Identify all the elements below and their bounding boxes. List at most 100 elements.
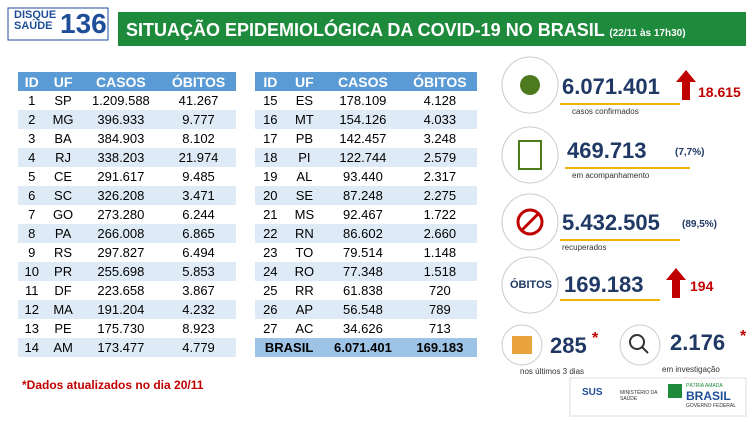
cell: 79.514 bbox=[323, 243, 403, 262]
cell: SE bbox=[285, 186, 324, 205]
table-row: 27 AC 34.626 713 bbox=[255, 319, 477, 338]
underlines bbox=[560, 103, 690, 301]
brasil-flag bbox=[668, 384, 682, 398]
cell: AP bbox=[285, 300, 324, 319]
cell: 10 bbox=[18, 262, 46, 281]
arrows bbox=[666, 70, 696, 298]
column-header: UF bbox=[45, 72, 81, 91]
investigation-label: em investigação bbox=[662, 365, 720, 374]
total-cell: 6.071.401 bbox=[323, 338, 403, 357]
cell: 26 bbox=[255, 300, 286, 319]
column-header: ID bbox=[18, 72, 46, 91]
table-row: 10 PR 255.698 5.853 bbox=[18, 262, 236, 281]
cell: 3.471 bbox=[161, 186, 236, 205]
logo-footer bbox=[569, 377, 747, 417]
recovered-label: recuperados bbox=[562, 243, 607, 252]
table-row: 24 RO 77.348 1.518 bbox=[255, 262, 477, 281]
table-row: 26 AP 56.548 789 bbox=[255, 300, 477, 319]
footnote: *Dados atualizados no dia 20/11 bbox=[22, 378, 204, 392]
cell: 1.722 bbox=[402, 205, 477, 224]
cell: 92.467 bbox=[323, 205, 403, 224]
total-cell: BRASIL bbox=[255, 338, 324, 357]
deaths-value: 169.183 bbox=[564, 272, 644, 297]
cell: PR bbox=[45, 262, 81, 281]
confirmed-delta: 18.615 bbox=[698, 84, 741, 100]
cell: MA bbox=[45, 300, 81, 319]
confirmed-value: 6.071.401 bbox=[562, 74, 660, 99]
title: SITUAÇÃO EPIDEMIOLÓGICA DA COVID-19 NO B… bbox=[126, 20, 686, 41]
recent-star: * bbox=[592, 330, 599, 347]
search-handle bbox=[641, 346, 649, 354]
table-row: 8 PA 266.008 6.865 bbox=[18, 224, 236, 243]
cell: 5 bbox=[18, 167, 46, 186]
monitoring-label: em acompanhamento bbox=[572, 171, 650, 180]
table-row: 16 MT 154.126 4.033 bbox=[255, 110, 477, 129]
cell: 16 bbox=[255, 110, 286, 129]
deaths-label: ÓBITOS bbox=[510, 279, 552, 291]
cell: 178.109 bbox=[323, 91, 403, 110]
table-row: 1 SP 1.209.588 41.267 bbox=[18, 91, 236, 110]
cell: 6.494 bbox=[161, 243, 236, 262]
table-row: 19 AL 93.440 2.317 bbox=[255, 167, 477, 186]
table-left: ID UF CASOS ÓBITOS 1 SP 1.209.588 41.267 2 MG 396.… bbox=[18, 72, 236, 357]
logo-number: 136 bbox=[60, 8, 107, 39]
cell: MS bbox=[285, 205, 324, 224]
cell: 384.903 bbox=[80, 129, 162, 148]
brasil-text: BRASIL bbox=[686, 389, 731, 403]
cell: PB bbox=[285, 129, 324, 148]
table-right: ID UF CASOS ÓBITOS 15 ES 178.109 4.128 16 MT 154.1… bbox=[255, 72, 477, 357]
search-icon bbox=[629, 334, 645, 350]
cell: PE bbox=[45, 319, 81, 338]
cell: 15 bbox=[255, 91, 286, 110]
cell: 273.280 bbox=[80, 205, 162, 224]
table-row: 6 SC 326.208 3.471 bbox=[18, 186, 236, 205]
title-text: SITUAÇÃO EPIDEMIOLÓGICA DA COVID-19 NO B… bbox=[126, 20, 605, 40]
cell: ES bbox=[285, 91, 324, 110]
cell: 255.698 bbox=[80, 262, 162, 281]
cell: 1.148 bbox=[402, 243, 477, 262]
cell: 338.203 bbox=[80, 148, 162, 167]
cell: 2.579 bbox=[402, 148, 477, 167]
cell: 191.204 bbox=[80, 300, 162, 319]
monitoring-value: 469.713 bbox=[567, 138, 647, 163]
cell: 223.658 bbox=[80, 281, 162, 300]
cell: 2.275 bbox=[402, 186, 477, 205]
virus-icon bbox=[520, 75, 540, 95]
cell: 5.853 bbox=[161, 262, 236, 281]
cell: 87.248 bbox=[323, 186, 403, 205]
cell: AM bbox=[45, 338, 81, 357]
cell: 9.777 bbox=[161, 110, 236, 129]
cell: PA bbox=[45, 224, 81, 243]
cell: 2 bbox=[18, 110, 46, 129]
investigation-star: * bbox=[740, 328, 747, 345]
cell: RR bbox=[285, 281, 324, 300]
cell: 4.033 bbox=[402, 110, 477, 129]
cell: 17 bbox=[255, 129, 286, 148]
investigation-value: 2.176 bbox=[670, 330, 726, 355]
cell: SP bbox=[45, 91, 81, 110]
cell: 175.730 bbox=[80, 319, 162, 338]
cell: 7 bbox=[18, 205, 46, 224]
table-row: 15 ES 178.109 4.128 bbox=[255, 91, 477, 110]
cell: 3.248 bbox=[402, 129, 477, 148]
table-row: 18 PI 122.744 2.579 bbox=[255, 148, 477, 167]
cell: 173.477 bbox=[80, 338, 162, 357]
cell: 297.827 bbox=[80, 243, 162, 262]
header-row: ID UF CASOS ÓBITOS bbox=[255, 72, 477, 91]
cell: 789 bbox=[402, 300, 477, 319]
cell: 19 bbox=[255, 167, 286, 186]
cell: RS bbox=[45, 243, 81, 262]
cell: 291.617 bbox=[80, 167, 162, 186]
cell: CE bbox=[45, 167, 81, 186]
cell: AL bbox=[285, 167, 324, 186]
column-header: ID bbox=[255, 72, 286, 91]
recovered-value: 5.432.505 bbox=[562, 210, 660, 235]
title-bar bbox=[118, 12, 746, 46]
cell: 8 bbox=[18, 224, 46, 243]
cell: AC bbox=[285, 319, 324, 338]
cell: 396.933 bbox=[80, 110, 162, 129]
table-row: 23 TO 79.514 1.148 bbox=[255, 243, 477, 262]
recent-value: 285 bbox=[550, 333, 587, 358]
